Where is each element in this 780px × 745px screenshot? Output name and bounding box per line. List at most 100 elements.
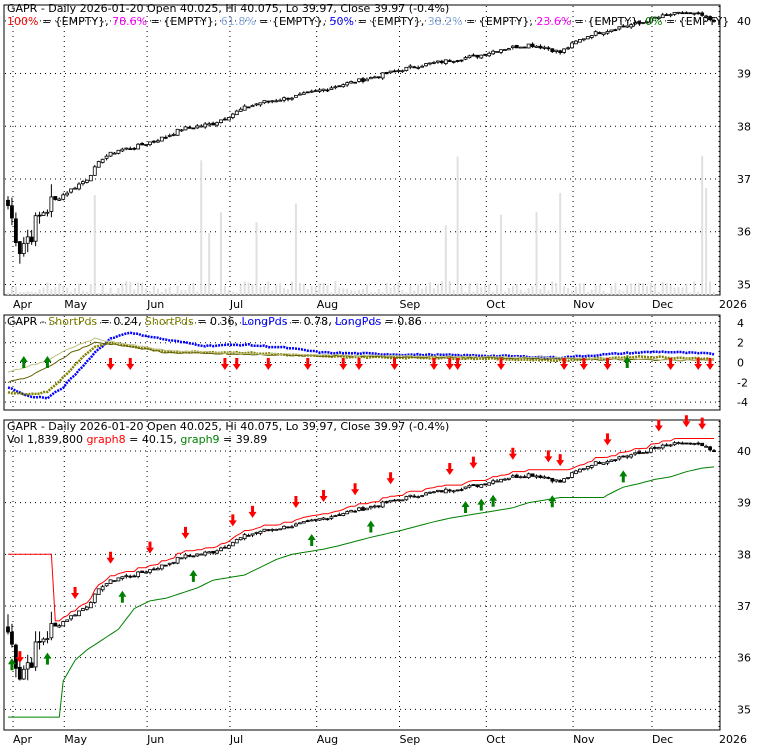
buy-arrow	[307, 533, 316, 546]
volume-bar	[484, 284, 487, 295]
candle-body	[132, 575, 137, 578]
candle-body	[424, 492, 428, 496]
candle-body	[601, 32, 606, 35]
volume-bar	[168, 286, 171, 295]
volume-bar	[385, 282, 388, 295]
candle-body	[700, 442, 705, 447]
candle-body	[282, 525, 286, 530]
volume-bar	[563, 286, 566, 295]
candle-body	[708, 16, 712, 21]
candle-body	[384, 501, 389, 504]
volume-bar	[160, 291, 163, 295]
candle-body	[475, 54, 480, 58]
volume-bar	[567, 287, 570, 295]
candle-body	[128, 148, 133, 151]
volume-bar	[133, 289, 136, 295]
volume-bar	[681, 287, 684, 295]
candle-body	[518, 476, 523, 479]
osc-sell-arrow	[497, 358, 506, 370]
candle-body	[297, 522, 302, 525]
candle-body	[124, 575, 129, 578]
volume-bar	[618, 289, 621, 295]
osc-sell-arrow	[603, 358, 612, 370]
candle-body	[392, 499, 397, 502]
volume-bar	[511, 286, 514, 295]
osc-buy-arrow	[623, 356, 632, 368]
candle-body	[522, 476, 527, 479]
x-tick-label: Nov	[573, 298, 595, 311]
volume-bar	[30, 291, 33, 295]
candle-body	[420, 495, 425, 497]
candle-body	[562, 478, 567, 483]
candle-body	[447, 489, 452, 492]
candle-body	[325, 89, 330, 92]
volume-bar	[338, 287, 341, 295]
osc-sell-arrow	[453, 358, 462, 370]
volume-bar	[172, 292, 175, 295]
candle-body	[57, 198, 62, 201]
candle-body	[593, 31, 598, 36]
candle-body	[416, 66, 421, 69]
candle-body	[471, 54, 476, 57]
candle-body	[329, 516, 334, 519]
volume-bar	[523, 291, 526, 295]
volume-bar	[310, 286, 313, 295]
candle-body	[648, 447, 653, 453]
legend-part: = 0.78,	[287, 315, 335, 328]
candle-body	[297, 93, 302, 96]
osc-sell-arrow	[706, 358, 715, 370]
candle-body	[305, 91, 310, 94]
buy-arrow	[489, 494, 498, 507]
candle-body	[294, 94, 298, 98]
volume-bar	[287, 289, 290, 295]
sell-arrow	[351, 483, 360, 496]
candle-body	[672, 11, 677, 15]
candle-body	[534, 475, 539, 478]
volume-bar	[227, 289, 230, 295]
candle-body	[242, 105, 247, 111]
candle-body	[538, 475, 543, 479]
volume-bar	[709, 281, 712, 295]
candle-body	[96, 161, 101, 168]
candle-body	[712, 450, 716, 453]
candle-body	[199, 125, 204, 128]
candle-body	[238, 537, 243, 541]
volume-bar	[346, 288, 349, 295]
candle-body	[629, 454, 634, 458]
candle-body	[475, 484, 480, 487]
candle-body	[546, 477, 551, 479]
candle-body	[120, 576, 125, 579]
volume-bar	[298, 283, 301, 295]
candle-body	[84, 606, 89, 610]
volume-bar	[239, 284, 242, 295]
candle-body	[503, 49, 507, 51]
candle-body	[152, 568, 156, 571]
stops-panel-title: GAPR - Daily 2026-01-20 Open 40.025, Hi …	[7, 420, 449, 433]
candle-body	[215, 550, 219, 554]
volume-bar	[85, 291, 88, 295]
candle-body	[388, 70, 393, 74]
candle-body	[37, 214, 42, 217]
buy-arrow	[118, 590, 127, 603]
candle-body	[183, 126, 188, 131]
candle-body	[652, 447, 657, 449]
osc-sell-arrow	[390, 358, 399, 370]
candle-body	[309, 519, 314, 522]
buy-arrow	[43, 652, 52, 665]
candle-body	[633, 452, 638, 455]
candle-body	[53, 622, 58, 627]
volume-bar	[101, 284, 104, 295]
volume-bar	[26, 291, 29, 295]
osc-sell-arrow	[232, 358, 241, 370]
volume-bar	[334, 281, 337, 295]
candle-body	[487, 482, 492, 486]
candle-body	[49, 623, 54, 639]
sell-arrow	[181, 526, 190, 539]
legend-part: LongPds	[335, 315, 381, 328]
volume-bar	[401, 290, 404, 295]
candle-body	[451, 61, 456, 63]
volume-bar	[551, 281, 554, 295]
candle-body	[704, 445, 709, 448]
volume-bar	[653, 284, 656, 295]
legend-part: Vol 1,839,800	[7, 433, 86, 446]
